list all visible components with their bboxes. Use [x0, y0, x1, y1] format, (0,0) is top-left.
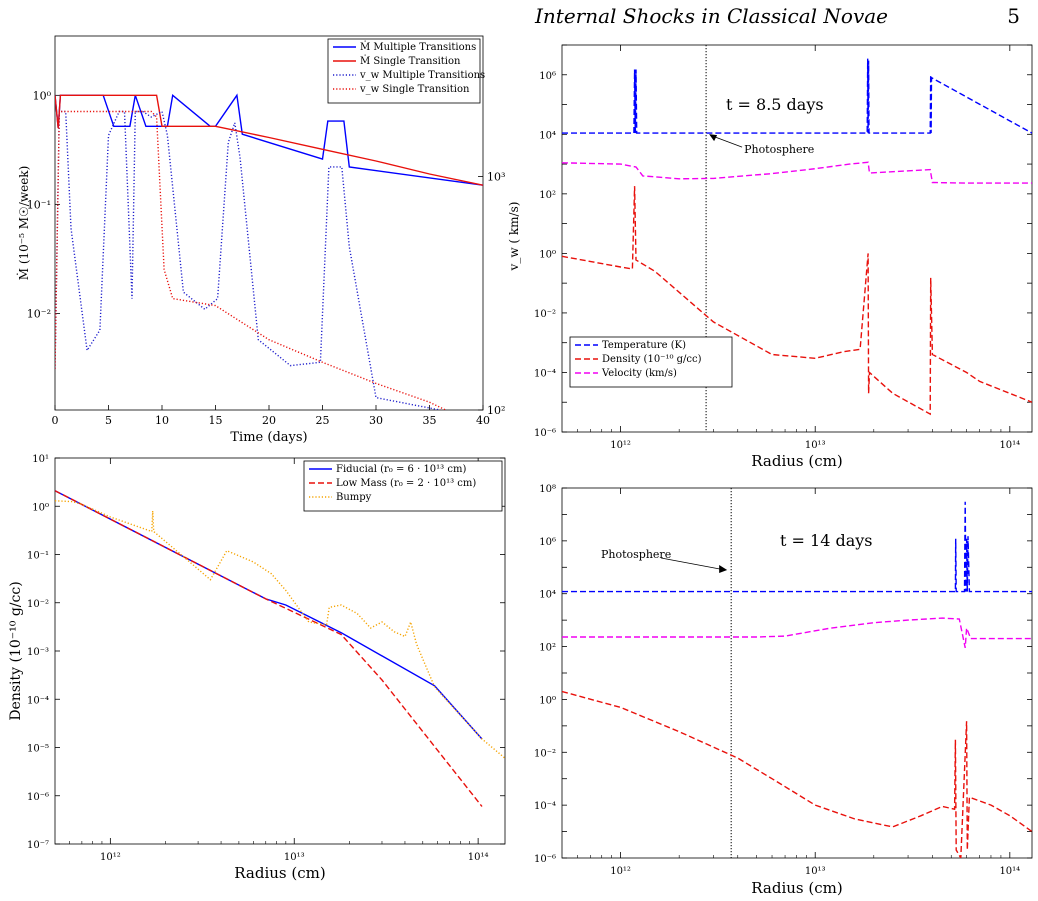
panel-d-ytick-label: 10⁻⁶ — [534, 854, 556, 865]
panel-a-ytick-label: 10⁻² — [27, 307, 51, 320]
panel-d-annotation-label: Photosphere — [601, 548, 671, 561]
panel-a-ytick-label: 10⁻¹ — [27, 198, 51, 211]
panel-d-ytick-label: 10⁴ — [539, 590, 556, 601]
panel-c-series-1 — [55, 490, 483, 807]
panel-b-xtick-label: 10¹⁴ — [999, 440, 1020, 451]
panel-a-xlabel: Time (days) — [230, 430, 307, 445]
panel-b-ytick-label: 10⁶ — [539, 71, 556, 82]
panel-c-legend-label: Low Mass (r₀ = 2 · 10¹³ cm) — [336, 478, 476, 489]
panel-c-ylabel: Density (10⁻¹⁰ g/cc) — [8, 581, 24, 720]
panel-a-xtick-label: 5 — [105, 414, 112, 427]
page-number: 5 — [1007, 4, 1020, 28]
panel-c-ytick-label: 10⁻³ — [27, 647, 49, 658]
panel-c-ytick-label: 10⁻⁵ — [27, 744, 49, 755]
panel-c-ytick-label: 10⁻⁶ — [27, 792, 49, 803]
panel-c-ytick-label: 10⁻² — [27, 599, 49, 610]
panel-b-xtick-label: 10¹² — [610, 440, 631, 451]
panel-d-series-1 — [562, 617, 1032, 648]
panel-a-legend-label: Ṁ Multiple Transitions — [360, 41, 476, 53]
panel-a-xtick-label: 0 — [52, 414, 59, 427]
panel-a-ytick-right-label: 10² — [487, 404, 505, 417]
panel-c-series-2 — [55, 500, 505, 759]
panel-d-ytick-label: 10⁸ — [539, 484, 556, 495]
panel-a-legend — [327, 38, 481, 104]
panel-b-xlabel: Radius (cm) — [751, 452, 842, 470]
panel-b-ytick-label: 10⁻⁶ — [534, 428, 556, 439]
panel-b-ytick-label: 10² — [539, 190, 556, 201]
panel-c-ytick-label: 10⁻⁴ — [27, 695, 49, 706]
panel-d-xtick-label: 10¹³ — [805, 866, 826, 877]
panel-a-series-2 — [55, 110, 441, 410]
panel-a-legend-label: v_w Single Transition — [359, 84, 470, 95]
panel-a-xtick-label: 10 — [155, 414, 169, 427]
panel-b-ytick-label: 10⁻⁴ — [534, 368, 556, 379]
panel-a-ylabel-right: v_w ( km/s) — [507, 202, 521, 272]
panel-c-xtick-label: 10¹⁴ — [468, 852, 489, 863]
panel-d-ytick-label: 10⁶ — [539, 537, 556, 548]
panel-c-series-0 — [55, 490, 483, 740]
panel-d-ytick-label: 10⁻² — [534, 748, 556, 759]
panel-a-xtick-label: 40 — [476, 414, 490, 427]
panel-b-legend-label: Density (10⁻¹⁰ g/cc) — [602, 354, 702, 365]
panel-c-ytick-label: 10⁰ — [32, 502, 49, 513]
panel-d-ytick-label: 10² — [539, 643, 556, 654]
panel-b-ytick-label: 10⁻² — [534, 309, 556, 320]
panel-a-xtick-label: 20 — [262, 414, 276, 427]
page-header: Internal Shocks in Classical Novae 5 — [0, 0, 1038, 40]
panel-c-ytick-label: 10⁻¹ — [27, 551, 49, 562]
panel-d-xtick-label: 10¹² — [610, 866, 631, 877]
panel-c-xtick-label: 10¹³ — [284, 852, 305, 863]
panel-a-legend-label: v_w Multiple Transitions — [359, 70, 485, 81]
panel-b-legend-label: Velocity (km/s) — [601, 368, 677, 379]
panel-c-frame — [54, 457, 506, 845]
panel-a-xtick-label: 25 — [316, 414, 330, 427]
panel-c-legend-label: Fiducial (r₀ = 6 · 10¹³ cm) — [336, 464, 466, 475]
panel-d-title: t = 14 days — [780, 531, 872, 550]
panel-c-legend — [303, 460, 503, 512]
panel-b-legend-label: Temperature (K) — [602, 340, 686, 351]
panel-d-xlabel: Radius (cm) — [751, 879, 842, 897]
panel-b-series-0 — [562, 58, 1032, 134]
panel-c-xtick-label: 10¹² — [100, 852, 121, 863]
panel-d-annotation-arrowhead — [719, 565, 728, 573]
panel-d-ytick-label: 10⁻⁴ — [534, 801, 556, 812]
panel-c-ytick-label: 10¹ — [32, 454, 49, 465]
panel-c-legend-label: Bumpy — [336, 492, 372, 503]
panel-a-ytick-label: 10⁰ — [33, 89, 52, 102]
panel-a-ylabel-left: Ṁ (10⁻⁵ M☉/week) — [16, 166, 31, 281]
panel-a-series-1 — [55, 94, 483, 186]
panel-c-xlabel: Radius (cm) — [234, 864, 325, 882]
panel-b-series-1 — [562, 186, 1032, 416]
panel-b-ytick-label: 10⁴ — [539, 130, 556, 141]
panel-b-annotation-label: Photosphere — [744, 143, 814, 156]
panel-a-legend-label: Ṁ Single Transition — [360, 55, 461, 67]
panel-d-xtick-label: 10¹⁴ — [999, 866, 1020, 877]
panel-b-series-2 — [562, 161, 1032, 184]
panel-d-ytick-label: 10⁰ — [539, 695, 556, 706]
panel-d-series-2 — [562, 690, 1032, 858]
panel-b-frame — [561, 44, 1033, 433]
panel-b-ytick-label: 10⁰ — [539, 249, 556, 260]
panel-c-ytick-label: 10⁻⁷ — [27, 840, 49, 851]
panel-a-ytick-right-label: 10³ — [487, 171, 505, 184]
panel-a-xtick-label: 15 — [209, 414, 223, 427]
panel-b-xtick-label: 10¹³ — [805, 440, 826, 451]
panel-d-annotation-arrow — [661, 557, 726, 571]
panel-d-series-0 — [562, 501, 1032, 593]
panel-a-xtick-label: 35 — [423, 414, 437, 427]
running-title: Internal Shocks in Classical Novae — [535, 4, 888, 28]
panel-a-xtick-label: 30 — [369, 414, 383, 427]
panel-b-annotation-arrowhead — [709, 134, 718, 142]
panel-a-series-3 — [55, 110, 446, 410]
panel-b-title: t = 8.5 days — [726, 95, 824, 114]
